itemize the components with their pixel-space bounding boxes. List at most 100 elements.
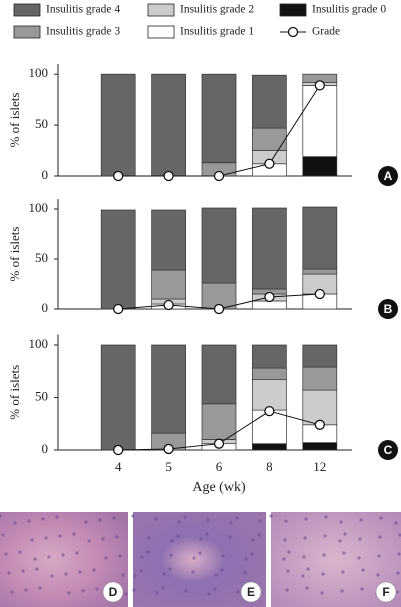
- cell-nucleus: [320, 591, 324, 595]
- y-tick-label: 100: [29, 336, 49, 351]
- bar-segment: [100, 209, 136, 310]
- bar-segment: [302, 389, 338, 426]
- cell-nucleus: [41, 517, 45, 521]
- cell-nucleus: [379, 516, 383, 520]
- legend-swatch: [13, 25, 41, 39]
- cell-nucleus: [360, 587, 364, 591]
- legend-marker: [287, 26, 299, 38]
- cell-nucleus: [394, 521, 398, 525]
- cell-nucleus: [324, 515, 328, 519]
- legend-label: Insulitis grade 2: [180, 4, 254, 16]
- bar-segment: [201, 403, 237, 440]
- grade-marker: [314, 419, 325, 430]
- cell-nucleus: [0, 514, 2, 518]
- grade-marker: [314, 80, 325, 91]
- cell-nucleus: [162, 572, 166, 576]
- bar-segment: [100, 344, 136, 451]
- bar-segment: [302, 268, 338, 275]
- cell-nucleus: [283, 538, 287, 542]
- x-tick-label: 6: [216, 459, 223, 474]
- bar-segment: [151, 269, 186, 300]
- bar-segment: [252, 379, 287, 411]
- image-label: D: [109, 585, 118, 599]
- cell-nucleus: [146, 550, 150, 554]
- cell-nucleus: [269, 514, 273, 518]
- cell-nucleus: [258, 519, 262, 523]
- cell-nucleus: [251, 538, 255, 542]
- cell-nucleus: [44, 536, 48, 540]
- cell-nucleus: [18, 550, 22, 554]
- panel-label: A: [384, 169, 393, 183]
- cell-nucleus: [75, 551, 79, 555]
- cell-nucleus: [4, 552, 8, 556]
- cell-nucleus: [361, 568, 365, 572]
- cell-nucleus: [139, 569, 143, 573]
- legend-label: Insulitis grade 1: [180, 26, 254, 38]
- y-tick-label: 0: [42, 167, 49, 182]
- legend-swatch: [279, 3, 307, 17]
- grade-marker: [163, 299, 174, 311]
- x-tick-label: 4: [115, 459, 122, 474]
- cell-nucleus: [257, 533, 261, 537]
- grade-marker: [113, 444, 124, 456]
- bar-segment: [151, 209, 186, 271]
- grade-marker: [314, 288, 325, 300]
- bar-segment: [201, 207, 237, 284]
- cell-nucleus: [304, 517, 308, 521]
- cell-nucleus: [161, 586, 165, 590]
- bar-segment: [302, 206, 338, 270]
- cell-nucleus: [87, 539, 91, 543]
- bar-segment: [302, 344, 338, 368]
- legend-label: Insulitis grade 4: [46, 4, 120, 16]
- cell-nucleus: [168, 567, 172, 571]
- cell-nucleus: [13, 521, 17, 525]
- image-badge: [102, 581, 124, 603]
- image-label: F: [382, 585, 389, 599]
- y-tick-label: 100: [29, 200, 49, 215]
- grade-marker: [213, 303, 225, 315]
- cell-nucleus: [131, 514, 135, 518]
- grade-marker: [113, 303, 124, 315]
- cell-nucleus: [303, 536, 307, 540]
- grade-marker: [163, 443, 174, 455]
- cell-nucleus: [205, 532, 209, 536]
- panel-badge: [378, 440, 398, 460]
- panel-label: C: [384, 443, 393, 457]
- cell-nucleus: [341, 570, 345, 574]
- bar-segment: [100, 73, 136, 177]
- bar-segment: [252, 74, 287, 129]
- cell-nucleus: [101, 537, 105, 541]
- cell-nucleus: [206, 518, 210, 522]
- cell-nucleus: [305, 586, 309, 590]
- cell-nucleus: [306, 567, 310, 571]
- bar-segment: [201, 73, 237, 164]
- cell-nucleus: [214, 573, 218, 577]
- cell-nucleus: [397, 552, 401, 556]
- cell-nucleus: [95, 587, 99, 591]
- cell-nucleus: [1, 533, 5, 537]
- cell-nucleus: [121, 573, 125, 577]
- bar-segment: [252, 127, 287, 151]
- cell-nucleus: [207, 592, 211, 596]
- cell-nucleus: [198, 551, 202, 555]
- cell-nucleus: [377, 554, 381, 558]
- bar-segment: [252, 207, 287, 290]
- cell-nucleus: [287, 550, 291, 554]
- cell-nucleus: [38, 586, 42, 590]
- cell-nucleus: [170, 539, 174, 543]
- cell-nucleus: [244, 557, 248, 561]
- grade-marker: [213, 170, 225, 182]
- cell-nucleus: [282, 557, 286, 561]
- cell-nucleus: [78, 570, 82, 574]
- cell-nucleus: [199, 537, 203, 541]
- cell-nucleus: [24, 588, 28, 592]
- cell-nucleus: [376, 573, 380, 577]
- cell-nucleus: [176, 534, 180, 538]
- legend-label: Grade: [312, 26, 340, 38]
- y-axis-label: % of islets: [7, 93, 22, 148]
- panel-label: B: [384, 302, 393, 316]
- cell-nucleus: [236, 590, 240, 594]
- cell-nucleus: [358, 537, 362, 541]
- cell-nucleus: [286, 569, 290, 573]
- cell-nucleus: [340, 589, 344, 593]
